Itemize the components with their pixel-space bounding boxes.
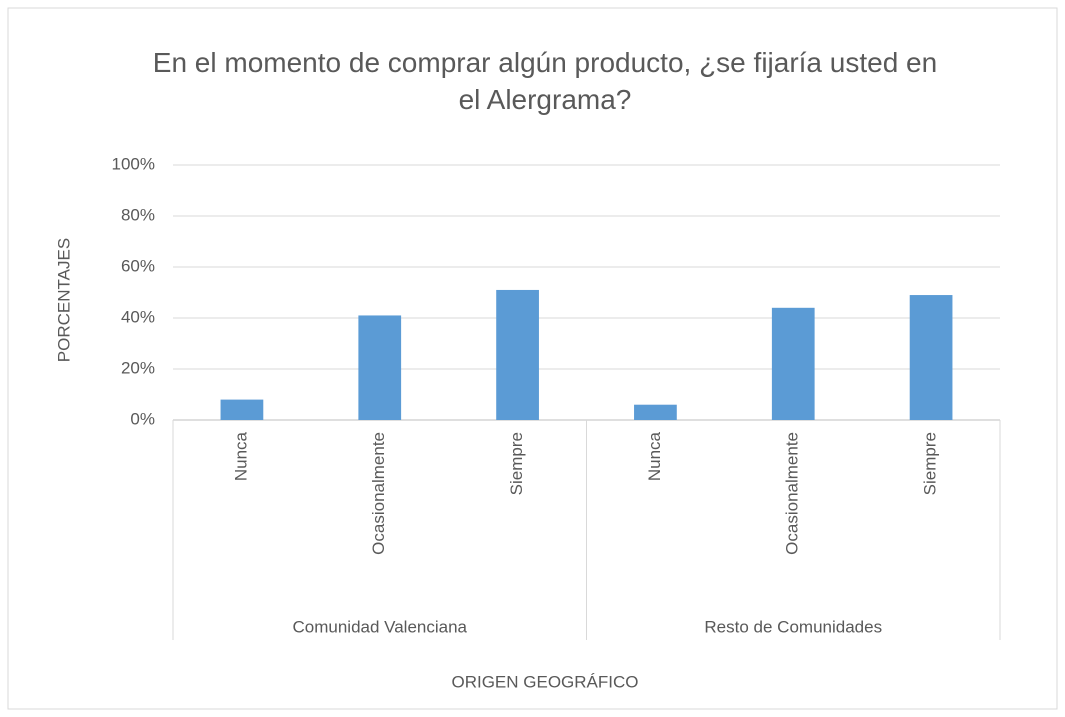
x-tick-label: Siempre xyxy=(921,432,940,495)
bar xyxy=(220,399,264,420)
y-tick-label: 80% xyxy=(121,205,155,224)
x-tick-label: Nunca xyxy=(645,431,664,481)
x-tick-label: Siempre xyxy=(507,432,526,495)
group-label: Comunidad Valenciana xyxy=(292,617,467,636)
y-axis-title: PORCENTAJES xyxy=(54,238,73,362)
y-tick-label: 0% xyxy=(130,409,155,428)
y-tick-label: 20% xyxy=(121,358,155,377)
bar xyxy=(358,315,402,420)
x-axis-title: ORIGEN GEOGRÁFICO xyxy=(451,672,638,691)
y-tick-label: 40% xyxy=(121,307,155,326)
y-tick-label: 100% xyxy=(112,154,155,173)
bar xyxy=(909,295,953,420)
bar xyxy=(771,307,815,420)
bar xyxy=(496,289,539,420)
x-tick-label: Nunca xyxy=(231,431,250,481)
group-label: Resto de Comunidades xyxy=(704,617,882,636)
bar xyxy=(634,404,677,420)
x-tick-label: Ocasionalmente xyxy=(783,432,802,555)
chart-title: En el momento de comprar algún producto,… xyxy=(152,47,938,115)
y-tick-label: 60% xyxy=(121,256,155,275)
x-tick-label: Ocasionalmente xyxy=(369,432,388,555)
